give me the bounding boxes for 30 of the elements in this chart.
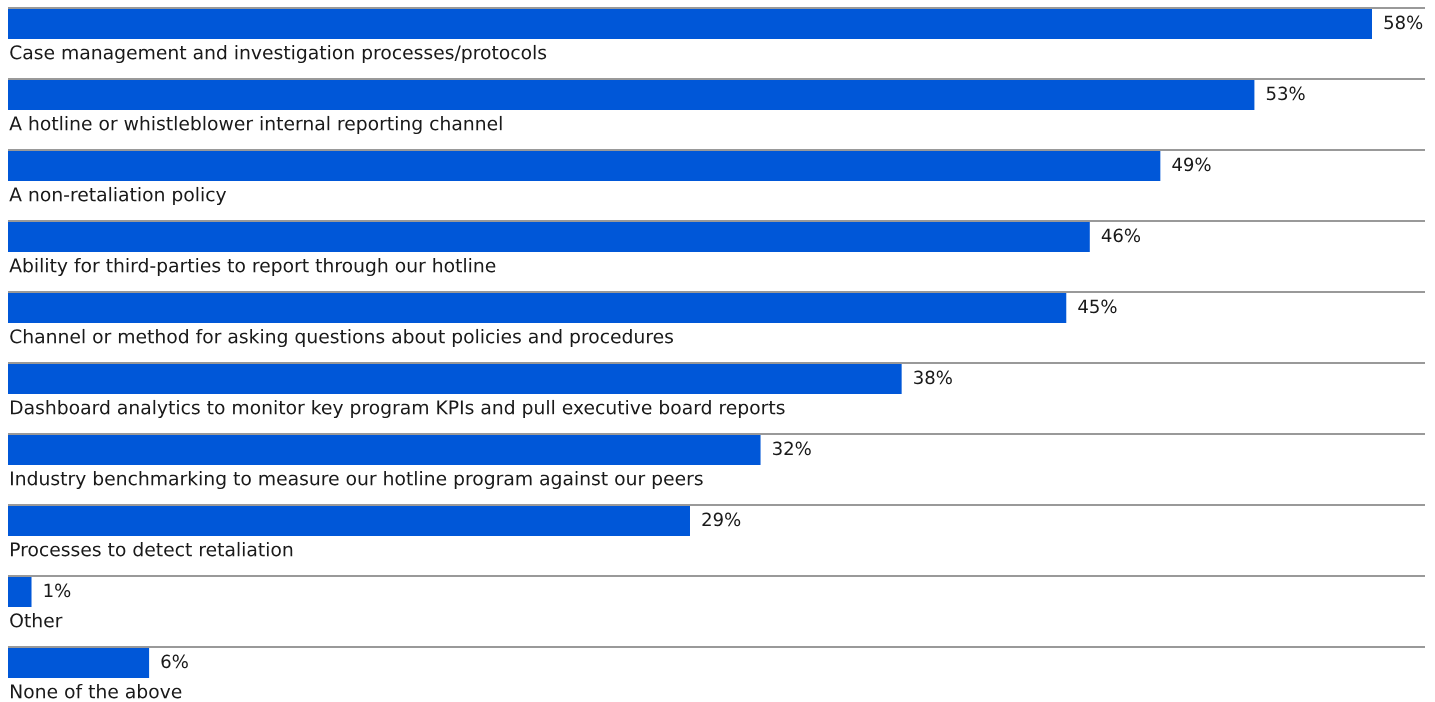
data-label: 32% [773,441,811,456]
data-label: 49% [1172,157,1211,172]
y-tick-label: Industry benchmarking to measure our hotline program against our peers [11,470,703,490]
bar [8,151,1161,181]
y-tick-label: Dashboard analytics to monitor key program KPIs and pull executive board reports [11,399,785,419]
data-label: 6% [161,654,188,669]
bar [8,364,902,394]
bar [8,648,150,678]
y-tick-label: Processes to detect retaliation [11,541,293,557]
data-label: 58% [1384,15,1423,30]
y-tick-label: A non-retaliation policy [9,186,227,206]
bar [8,222,1090,252]
bar [8,506,690,536]
y-tick-label: Ability for third-parties to report through our hotline [9,257,496,277]
data-label: 38% [914,370,952,385]
bar [8,435,761,465]
data-label: 1% [44,583,71,598]
y-tick-label: A hotline or whistleblower internal reporting channel [9,115,502,135]
y-tick-label: Other [10,612,63,628]
bar [8,293,1067,323]
data-label: 53% [1266,86,1305,101]
y-tick-label: Case management and investigation processes/protocols [10,44,547,64]
y-tick-label: Channel or method for asking questions about policies and procedures [10,328,674,348]
bar [8,80,1255,110]
bar [8,9,1372,39]
y-tick-label: None of the above [11,683,182,699]
bar [8,577,32,607]
data-label: 45% [1078,299,1117,314]
data-label: 29% [702,512,741,527]
data-label: 46% [1101,228,1141,243]
